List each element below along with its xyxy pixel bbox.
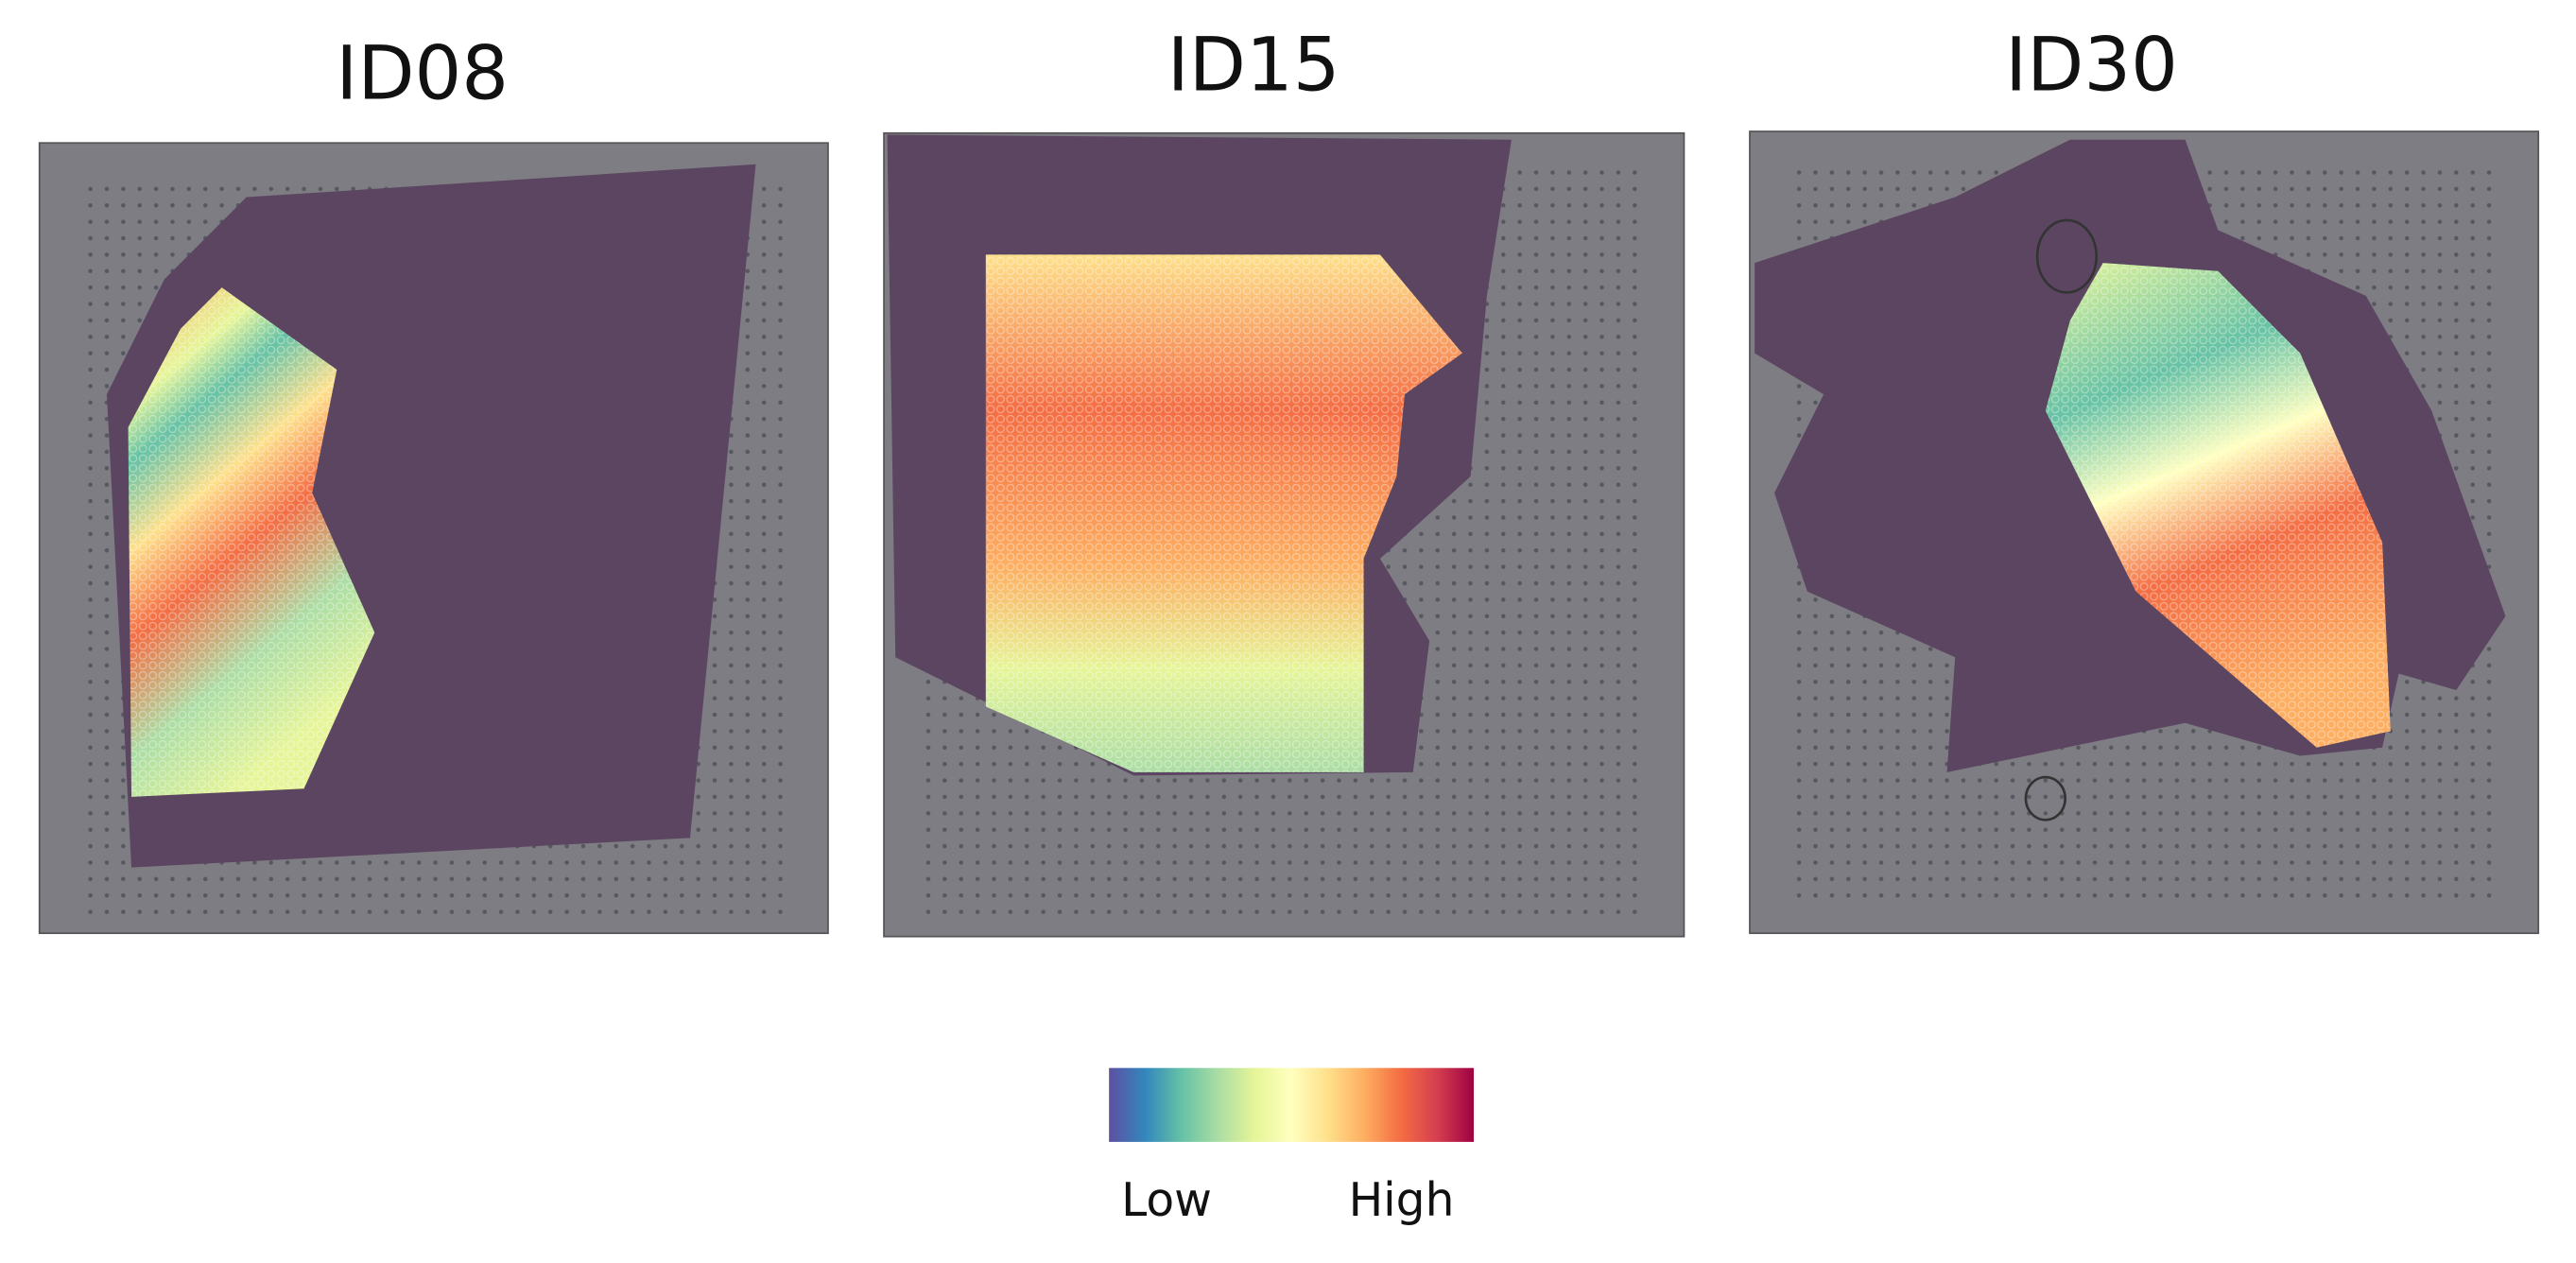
colorbar: Low High	[1109, 1067, 1474, 1227]
spots	[985, 254, 1462, 772]
bubble	[2035, 218, 2098, 294]
panel-title: ID15	[1167, 23, 1340, 109]
spots	[128, 287, 375, 797]
panel: ID08	[38, 30, 829, 935]
bubble	[2024, 775, 2066, 822]
panel: ID30	[1749, 23, 2540, 935]
panel-title: ID30	[2005, 23, 2178, 109]
spots	[2045, 263, 2391, 748]
figure-content: ID08 ID15 ID30	[38, 23, 2540, 1227]
colorbar-gradient	[1109, 1067, 1474, 1142]
panel-title: ID08	[336, 30, 509, 116]
panel: ID15	[883, 23, 1686, 938]
colorbar-high-label: High	[1349, 1174, 1455, 1227]
colorbar-low-label: Low	[1121, 1174, 1212, 1227]
